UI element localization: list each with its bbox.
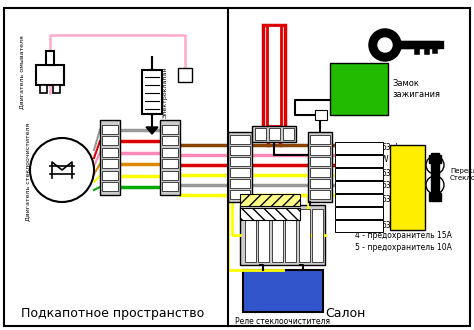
Bar [299,209,310,262]
Bar [315,110,327,120]
Text: Салон: Салон [325,307,365,320]
Bar [162,136,178,145]
Bar [102,171,118,180]
Bar [228,132,252,202]
Bar [312,209,323,262]
Bar [142,70,162,114]
Text: Электроклапан: Электроклапан [163,66,167,118]
Text: 53e: 53e [381,169,395,178]
Text: 53: 53 [381,194,391,204]
Bar [310,146,330,155]
Circle shape [378,38,392,52]
Bar [36,65,64,85]
Bar [230,157,250,166]
Bar [429,155,441,163]
Text: 31: 31 [316,251,320,258]
Text: W: W [381,155,389,164]
Bar [308,132,332,202]
Bar [162,148,178,156]
Text: 31b: 31b [248,248,253,258]
Bar [283,128,294,140]
Bar [310,157,330,166]
Bar [310,135,330,144]
Bar [272,209,283,262]
Bar [310,168,330,177]
Bar [230,190,250,199]
Text: Реле стеклоочистителя: Реле стеклоочистителя [236,317,330,326]
Bar [160,120,180,195]
Bar [267,25,281,126]
Bar [53,85,60,93]
Text: 4 - предохранитель 15А: 4 - предохранитель 15А [355,230,452,240]
Bar [330,63,388,115]
Text: i: i [381,208,383,216]
Bar [245,209,256,262]
Bar [40,85,47,93]
Bar [285,209,297,262]
Bar [335,142,383,154]
Text: Подкапотное пространство: Подкапотное пространство [21,307,205,320]
Bar [178,68,192,82]
Bar [310,179,330,188]
Bar [335,220,383,232]
Bar [243,270,323,312]
Text: int: int [317,113,325,117]
Bar [255,128,266,140]
Bar [310,190,330,199]
Text: Двигатель омывателя: Двигатель омывателя [19,35,25,109]
Bar [162,182,178,191]
Bar [390,145,425,230]
Bar [230,146,250,155]
Text: 5 - предохранитель 10А: 5 - предохранитель 10А [355,243,452,251]
Bar [102,136,118,145]
Bar [46,51,54,65]
Text: 53d: 53d [275,248,280,258]
Bar [335,207,383,219]
Bar [102,124,118,134]
Circle shape [426,176,444,194]
Text: +5: +5 [262,250,266,258]
Text: 53b: 53b [381,182,396,190]
Text: 5b: 5b [302,251,307,258]
Bar [162,124,178,134]
Bar [335,181,383,193]
Polygon shape [146,127,158,134]
Circle shape [370,30,400,60]
Bar [431,153,439,197]
Text: Двигатель стеклоочистителя: Двигатель стеклоочистителя [26,123,30,221]
Bar [263,25,285,130]
Bar [102,159,118,168]
Bar [335,168,383,180]
Text: 53ah: 53ah [381,143,401,151]
Bar [335,155,383,167]
Bar [258,209,270,262]
Circle shape [30,138,94,202]
Bar [429,193,441,201]
Bar [100,120,120,195]
Bar [269,128,280,140]
Bar [240,194,300,206]
Bar [252,126,296,142]
Bar [240,208,300,220]
Bar [230,179,250,188]
Bar [102,148,118,156]
Circle shape [426,156,444,174]
Bar [102,182,118,191]
Text: -: - [289,256,293,258]
Text: 53a: 53a [381,220,395,229]
Bar [335,194,383,206]
Bar [230,135,250,144]
Text: Замок
зажигания: Замок зажигания [392,79,440,99]
Text: Переключатель
Стеклоочистителя: Переключатель Стеклоочистителя [450,169,474,182]
Bar [230,168,250,177]
Bar [240,205,325,265]
Bar [162,171,178,180]
Bar [162,159,178,168]
